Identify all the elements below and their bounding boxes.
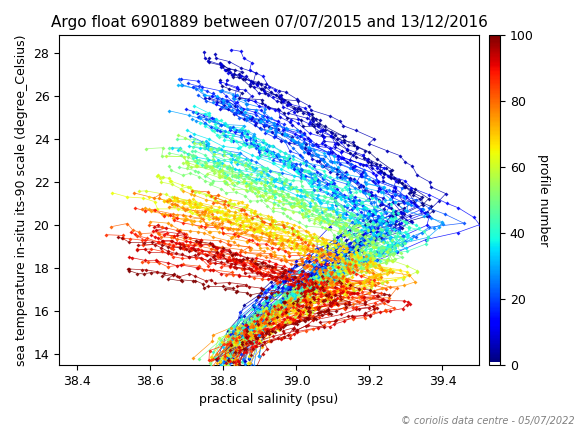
Title: Argo float 6901889 between 07/07/2015 and 13/12/2016: Argo float 6901889 between 07/07/2015 an… [50, 15, 488, 30]
Y-axis label: sea temperature in-situ its-90 scale (degree_Celsius): sea temperature in-situ its-90 scale (de… [15, 34, 28, 366]
Text: © coriolis data centre - 05/07/2022: © coriolis data centre - 05/07/2022 [401, 416, 574, 426]
X-axis label: practical salinity (psu): practical salinity (psu) [200, 393, 339, 406]
Y-axis label: profile number: profile number [538, 154, 550, 246]
